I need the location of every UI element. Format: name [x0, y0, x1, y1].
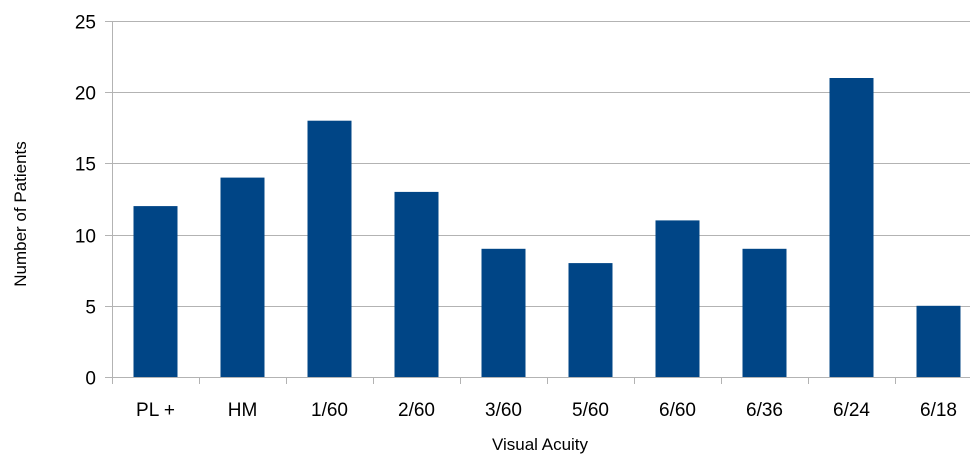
bar: [481, 248, 526, 377]
x-tick-label: PL +: [136, 400, 175, 421]
x-tick-label: HM: [228, 400, 258, 421]
x-tick-label: 6/60: [659, 400, 696, 421]
bar: [568, 263, 613, 377]
y-tick-labels: 0 5 10 15 20 25: [75, 13, 96, 390]
bar: [742, 248, 787, 377]
x-tick-label: 6/24: [833, 400, 870, 421]
bar: [220, 177, 265, 377]
y-tick-label: 0: [85, 369, 96, 390]
y-tick-label: 20: [75, 84, 96, 105]
x-tick-label: 6/36: [746, 400, 783, 421]
x-tick-label: 3/60: [485, 400, 522, 421]
x-axis-title: Visual Acuity: [492, 435, 589, 454]
x-tick-label: 1/60: [311, 400, 348, 421]
axes: [105, 21, 970, 384]
x-tick-label: 5/60: [572, 400, 609, 421]
y-tick-label: 10: [75, 227, 96, 248]
bar: [307, 120, 352, 377]
x-tick-label: 6/18: [920, 400, 957, 421]
y-tick-label: 5: [85, 298, 96, 319]
bars: [133, 78, 961, 377]
y-tick-label: 15: [75, 155, 96, 176]
y-tick-label: 25: [75, 13, 96, 34]
bar: [655, 220, 700, 377]
x-tick-label: 2/60: [398, 400, 435, 421]
x-tick-labels: PL + HM 1/60 2/60 3/60 5/60 6/60 6/36 6/24 6/18: [136, 400, 957, 421]
bar: [916, 305, 961, 377]
bar: [394, 191, 439, 377]
y-axis-title: Number of Patients: [11, 141, 30, 287]
bar: [829, 78, 874, 377]
bar: [133, 206, 178, 377]
